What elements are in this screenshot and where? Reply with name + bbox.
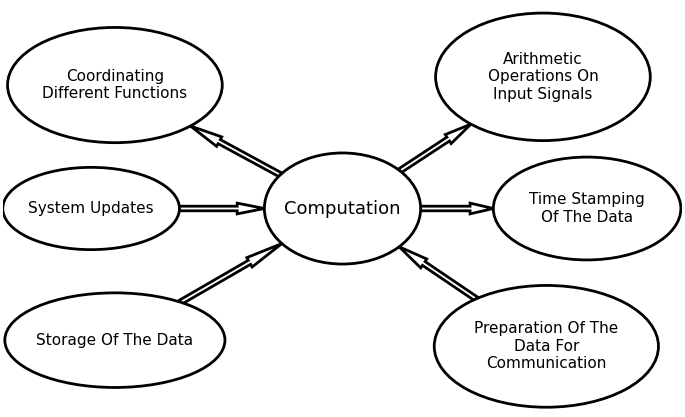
- Polygon shape: [179, 203, 264, 214]
- Polygon shape: [399, 247, 477, 301]
- Ellipse shape: [264, 153, 421, 264]
- Ellipse shape: [434, 286, 658, 407]
- Text: Time Stamping
Of The Data: Time Stamping Of The Data: [530, 192, 645, 225]
- Text: Storage Of The Data: Storage Of The Data: [36, 333, 193, 348]
- Text: Computation: Computation: [284, 199, 401, 218]
- Polygon shape: [190, 126, 282, 177]
- Ellipse shape: [5, 293, 225, 387]
- Text: Preparation Of The
Data For
Communication: Preparation Of The Data For Communicatio…: [474, 322, 619, 371]
- Ellipse shape: [3, 167, 179, 250]
- Ellipse shape: [493, 157, 681, 260]
- Text: System Updates: System Updates: [28, 201, 154, 216]
- Text: Arithmetic
Operations On
Input Signals: Arithmetic Operations On Input Signals: [488, 52, 598, 102]
- Polygon shape: [421, 203, 493, 214]
- Polygon shape: [179, 244, 282, 304]
- Ellipse shape: [8, 28, 222, 143]
- Polygon shape: [399, 124, 471, 173]
- Ellipse shape: [436, 13, 650, 141]
- Text: Coordinating
Different Functions: Coordinating Different Functions: [42, 69, 188, 101]
